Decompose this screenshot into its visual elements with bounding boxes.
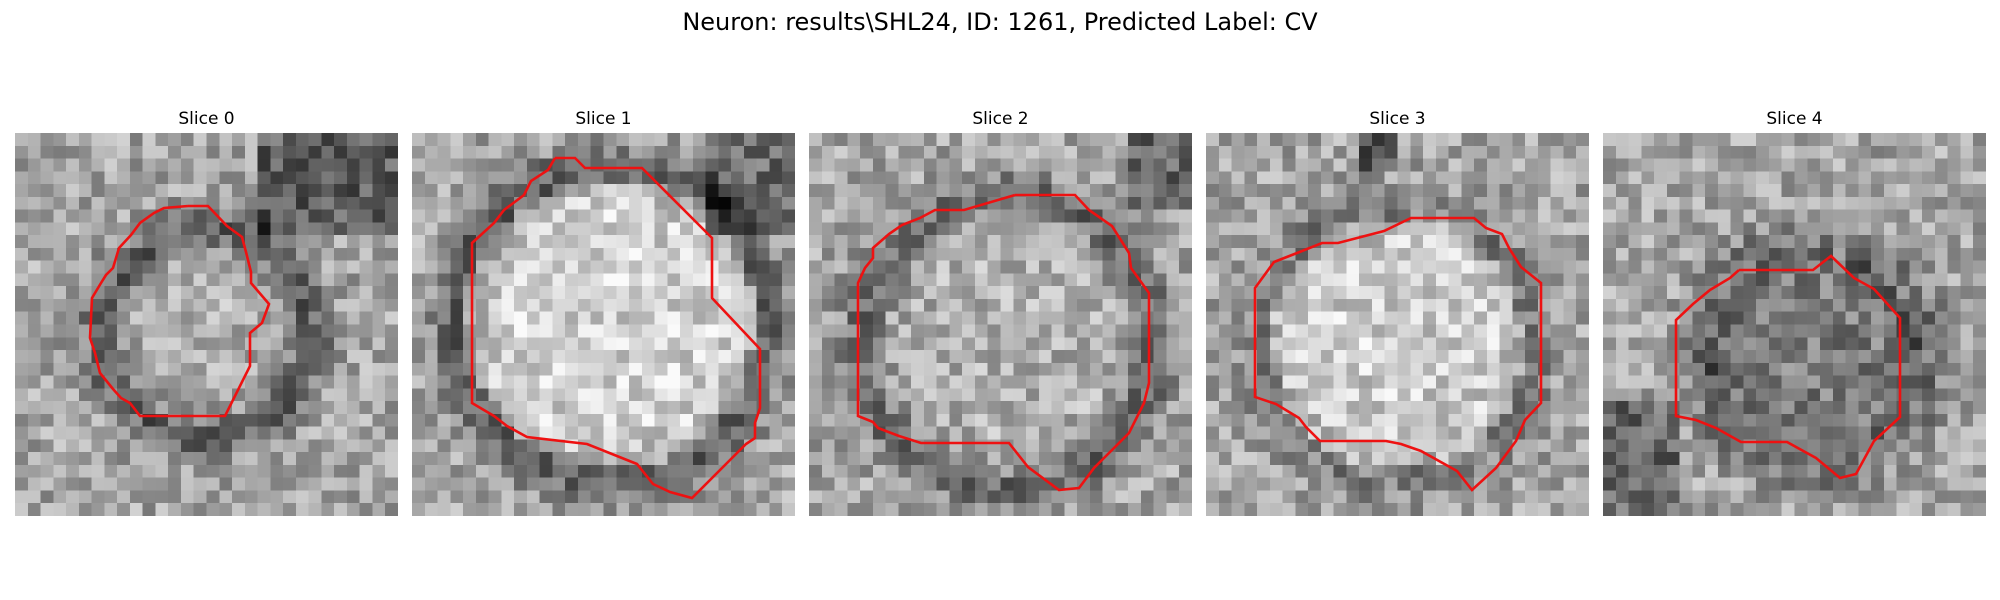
- slice-3-panel: [1206, 133, 1589, 516]
- slice-2-image: [809, 133, 1192, 516]
- slice-2-title: Slice 2: [972, 109, 1029, 129]
- slice-4-panel: [1603, 133, 1986, 516]
- slice-3-image: [1206, 133, 1589, 516]
- slice-0-panel: [15, 133, 398, 516]
- slice-0-image: [15, 133, 398, 516]
- slice-1-image: [412, 133, 795, 516]
- slice-1-panel: [412, 133, 795, 516]
- slice-4-contour: [1674, 254, 1902, 480]
- slice-2-panel: [809, 133, 1192, 516]
- slice-3-contour: [1253, 216, 1543, 492]
- slice-4-image: [1603, 133, 1986, 516]
- slice-4-title: Slice 4: [1766, 109, 1823, 129]
- slice-0-contour: [88, 204, 271, 418]
- slice-0-title: Slice 0: [178, 109, 235, 129]
- slice-1-title: Slice 1: [575, 109, 632, 129]
- slice-3-title: Slice 3: [1369, 109, 1426, 129]
- slice-1-contour: [470, 156, 762, 500]
- figure-title: Neuron: results\SHL24, ID: 1261, Predict…: [682, 8, 1318, 36]
- slice-2-contour: [856, 193, 1151, 492]
